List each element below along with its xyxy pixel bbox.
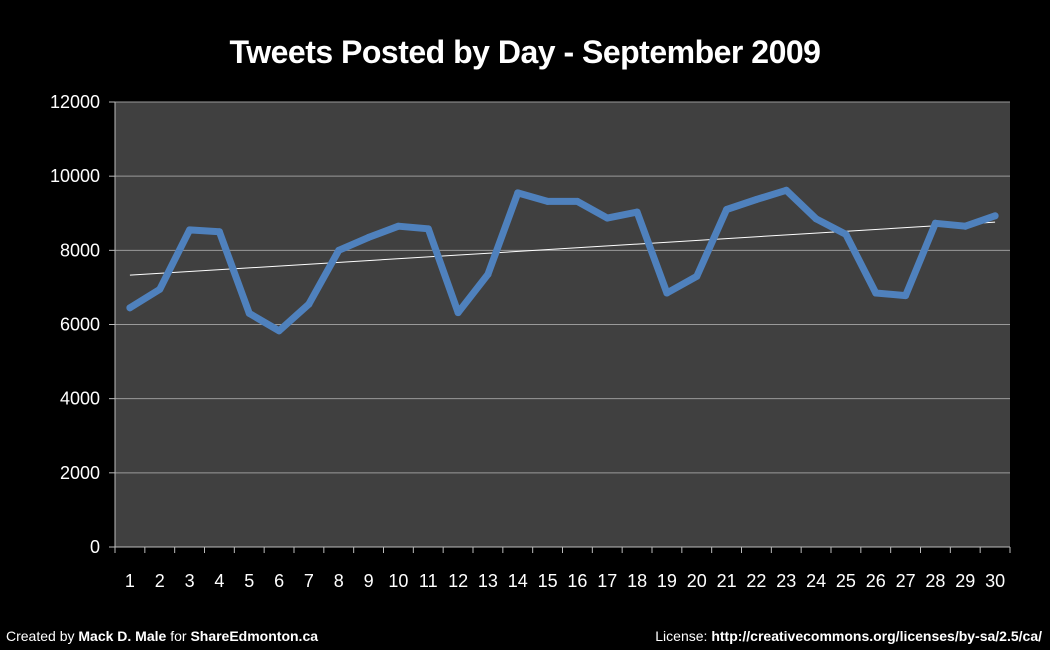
data-point: [126, 304, 134, 312]
data-point: [812, 215, 820, 223]
data-point: [215, 228, 223, 236]
x-tick-label: 8: [334, 571, 344, 591]
x-tick-label: 27: [896, 571, 916, 591]
x-axis-tick-labels: 1 2 3 4 5 6 7 8 9 10 11 12 13 14 15 16 17 18 19 20 21 22 23 24 2…: [125, 571, 1005, 591]
x-tick-label: 24: [806, 571, 826, 591]
x-tick-label: 6: [274, 571, 284, 591]
x-tick-label: 7: [304, 571, 314, 591]
data-point: [782, 186, 790, 194]
footer-author: Mack D. Male: [78, 628, 167, 644]
footer-credit: Created by Mack D. Male for ShareEdmonto…: [6, 628, 318, 644]
x-tick-label: 10: [388, 571, 408, 591]
axes: [114, 102, 1011, 553]
data-point: [335, 246, 343, 254]
data-point: [186, 226, 194, 234]
trendline-group: [129, 221, 996, 276]
y-tick-label: 10000: [50, 166, 100, 186]
footer-license-label: License:: [655, 628, 712, 644]
y-tick-label: 12000: [50, 92, 100, 112]
trendline: [129, 221, 996, 276]
footer-site: ShareEdmonton.ca: [190, 628, 319, 644]
series-group: [126, 186, 999, 335]
x-tick-label: 13: [478, 571, 498, 591]
data-point: [693, 272, 701, 280]
data-point: [872, 289, 880, 297]
x-tick-label: 21: [717, 571, 737, 591]
y-tick-label: 8000: [60, 240, 100, 260]
x-tick-label: 18: [627, 571, 647, 591]
data-point: [424, 225, 432, 233]
chart-title: Tweets Posted by Day - September 2009: [229, 34, 821, 70]
x-tick-label: 22: [746, 571, 766, 591]
x-tick-label: 11: [419, 571, 438, 591]
data-point: [842, 230, 850, 238]
footer-license-url[interactable]: http://creativecommons.org/licenses/by-s…: [711, 628, 1042, 644]
data-point: [454, 309, 462, 317]
data-point: [305, 300, 313, 308]
data-point: [484, 270, 492, 278]
data-point: [573, 197, 581, 205]
data-point: [991, 212, 999, 220]
data-point: [961, 222, 969, 230]
x-tick-label: 23: [776, 571, 796, 591]
x-tick-label: 20: [687, 571, 707, 591]
y-tick-label: 4000: [60, 389, 100, 409]
data-point: [931, 219, 939, 227]
x-tick-label: 16: [567, 571, 587, 591]
x-tick-label: 5: [244, 571, 254, 591]
x-tick-label: 2: [155, 571, 165, 591]
data-point: [365, 233, 373, 241]
data-point: [245, 309, 253, 317]
x-tick-label: 1: [125, 571, 135, 591]
data-point: [902, 292, 910, 300]
data-point: [275, 327, 283, 335]
y-tick-label: 2000: [60, 463, 100, 483]
x-tick-label: 15: [538, 571, 558, 591]
data-point: [663, 289, 671, 297]
data-point: [603, 214, 611, 222]
x-tick-label: 3: [185, 571, 195, 591]
x-tick-label: 19: [657, 571, 677, 591]
series-line: [126, 186, 999, 335]
footer-license: License: http://creativecommons.org/lice…: [655, 628, 1042, 644]
data-point: [544, 197, 552, 205]
x-tick-label: 14: [508, 571, 528, 591]
y-axis-tick-labels: 0 2000 4000 6000 8000 10000 12000: [50, 92, 100, 557]
data-point: [514, 189, 522, 197]
footer-created-by: Created by: [6, 628, 79, 644]
x-tick-label: 29: [955, 571, 975, 591]
x-tick-label: 12: [448, 571, 468, 591]
x-tick-label: 26: [866, 571, 886, 591]
data-point: [723, 206, 731, 214]
x-tick-label: 4: [214, 571, 224, 591]
y-tick-label: 0: [90, 537, 100, 557]
data-point: [156, 285, 164, 293]
data-point: [394, 222, 402, 230]
x-tick-label: 28: [925, 571, 945, 591]
x-tick-label: 30: [985, 571, 1005, 591]
x-tick-label: 17: [597, 571, 617, 591]
data-point: [752, 196, 760, 204]
data-point: [633, 208, 641, 216]
x-tick-label: 25: [836, 571, 856, 591]
footer-for: for: [166, 628, 191, 644]
x-tick-label: 9: [364, 571, 374, 591]
y-tick-label: 6000: [60, 315, 100, 335]
